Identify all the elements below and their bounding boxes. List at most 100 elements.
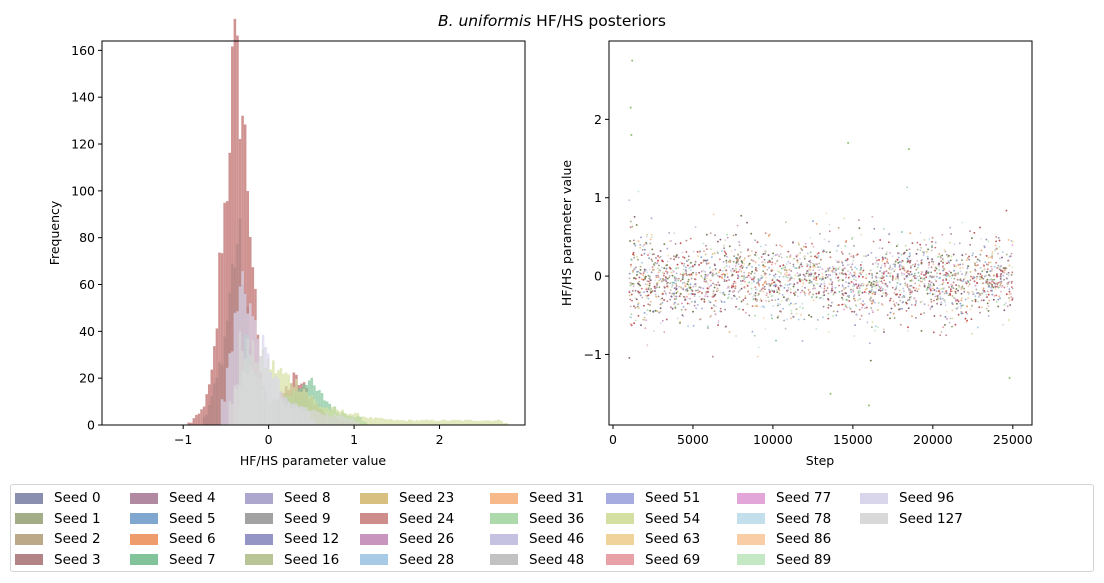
trace-point xyxy=(932,260,935,263)
trace-point xyxy=(725,265,728,267)
trace-point xyxy=(765,283,768,285)
histogram-bar xyxy=(469,419,473,425)
trace-point xyxy=(789,288,792,291)
trace-point xyxy=(964,277,966,280)
trace-point xyxy=(637,240,640,243)
trace-point xyxy=(701,276,703,279)
trace-point xyxy=(941,233,944,236)
trace-point xyxy=(702,242,705,245)
trace-point xyxy=(882,288,884,290)
histogram-bar xyxy=(228,152,232,425)
trace-point xyxy=(755,300,758,302)
trace-point xyxy=(1001,270,1004,273)
histogram-bar xyxy=(420,419,424,425)
trace-point xyxy=(909,270,912,273)
legend-label: Seed 46 xyxy=(529,531,585,547)
legend-entry: Seed 127 xyxy=(860,510,963,528)
trace-point xyxy=(720,300,723,303)
trace-point xyxy=(914,282,917,285)
trace-point xyxy=(829,251,831,254)
trace-point xyxy=(871,276,874,279)
trace-point xyxy=(920,273,923,275)
trace-point xyxy=(944,250,947,253)
histogram-bar xyxy=(431,419,434,425)
trace-point xyxy=(930,266,933,268)
histogram-bar xyxy=(407,419,411,425)
trace-point xyxy=(862,283,865,286)
trace-point xyxy=(748,262,751,265)
trace-point xyxy=(803,257,806,260)
legend-swatch xyxy=(15,513,43,524)
trace-point xyxy=(825,274,828,276)
trace-point xyxy=(961,254,964,257)
trace-point xyxy=(997,264,1000,267)
trace-point xyxy=(768,283,771,285)
trace-point xyxy=(760,256,763,258)
trace-point xyxy=(881,272,883,274)
trace-point xyxy=(829,256,832,259)
trace-point xyxy=(673,298,676,300)
trace-point xyxy=(996,267,999,269)
legend-label: Seed 54 xyxy=(645,510,701,527)
trace-point xyxy=(788,299,791,301)
trace-point xyxy=(974,262,976,265)
trace-point xyxy=(668,231,671,234)
trace-point xyxy=(661,280,663,283)
trace-point xyxy=(823,289,826,292)
trace-point xyxy=(851,310,853,313)
trace-point xyxy=(671,292,674,295)
trace-point xyxy=(831,281,834,284)
trace-point xyxy=(906,186,909,189)
trace-point xyxy=(856,287,859,289)
trace-point xyxy=(638,276,641,279)
trace-point xyxy=(631,225,634,228)
trace-point xyxy=(786,318,788,321)
trace-point xyxy=(942,261,944,264)
trace-point xyxy=(668,266,671,269)
trace-point xyxy=(925,250,928,253)
trace-point xyxy=(860,284,862,287)
trace-point xyxy=(985,238,988,241)
trace-point xyxy=(719,269,722,271)
trace-point xyxy=(634,244,637,247)
histogram-bar xyxy=(187,422,191,425)
trace-point xyxy=(835,314,838,317)
trace-point xyxy=(998,268,1001,271)
trace-point xyxy=(889,275,892,278)
trace-point xyxy=(899,299,902,302)
trace-point xyxy=(665,293,667,296)
trace-point xyxy=(932,284,935,286)
trace-point xyxy=(888,267,891,270)
trace-point xyxy=(898,265,901,268)
x-tick-label: −1 xyxy=(174,432,192,447)
trace-point xyxy=(882,328,885,331)
trace-point xyxy=(973,292,975,295)
trace-point xyxy=(733,280,736,283)
trace-point xyxy=(827,298,830,301)
trace-point xyxy=(881,260,884,262)
trace-point xyxy=(797,295,799,298)
trace-point xyxy=(652,310,655,313)
trace-point xyxy=(942,297,944,300)
histogram-bar xyxy=(248,365,252,425)
trace-point xyxy=(649,309,652,312)
trace-point xyxy=(628,277,631,280)
trace-point xyxy=(969,244,972,246)
trace-point xyxy=(881,256,884,259)
trace-point xyxy=(841,296,843,299)
trace-point xyxy=(765,276,768,279)
histogram-bar xyxy=(351,417,355,425)
histogram-bar xyxy=(231,403,234,425)
trace-point xyxy=(971,290,974,293)
trace-point xyxy=(981,292,984,295)
trace-point xyxy=(732,291,734,293)
trace-point xyxy=(838,266,841,269)
trace-point xyxy=(786,256,788,258)
trace-point xyxy=(681,262,683,265)
trace-point xyxy=(940,331,943,333)
trace-point xyxy=(934,278,936,281)
trace-point xyxy=(728,290,731,293)
x-tick-label: 0 xyxy=(609,432,617,447)
trace-point xyxy=(824,277,827,279)
trace-point xyxy=(637,190,640,193)
